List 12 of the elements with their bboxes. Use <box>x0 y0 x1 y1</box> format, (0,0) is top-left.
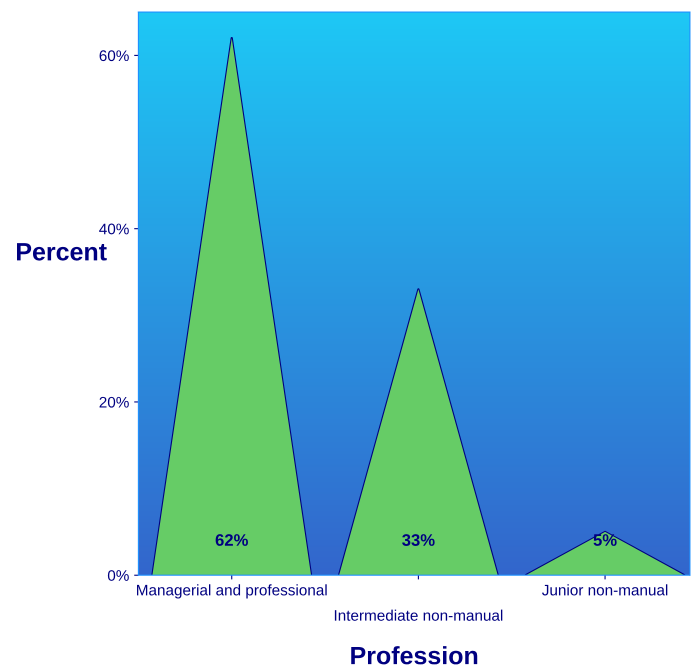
x-tick-label: Managerial and professional <box>137 584 327 598</box>
y-tick-label: 20% <box>100 396 129 408</box>
x-axis-title: Profession <box>351 646 478 664</box>
y-axis-title: Percent <box>17 243 107 261</box>
data-label: 33% <box>402 534 435 546</box>
y-tick-label: 0% <box>108 570 129 581</box>
data-label: 5% <box>594 534 617 546</box>
data-label: 62% <box>216 534 248 546</box>
y-tick-label: 60% <box>100 50 129 62</box>
y-tick-label: 40% <box>99 224 129 234</box>
x-tick-label: Intermediate non-manual <box>334 610 502 621</box>
x-tick-label: Junior non-manual <box>542 584 668 596</box>
